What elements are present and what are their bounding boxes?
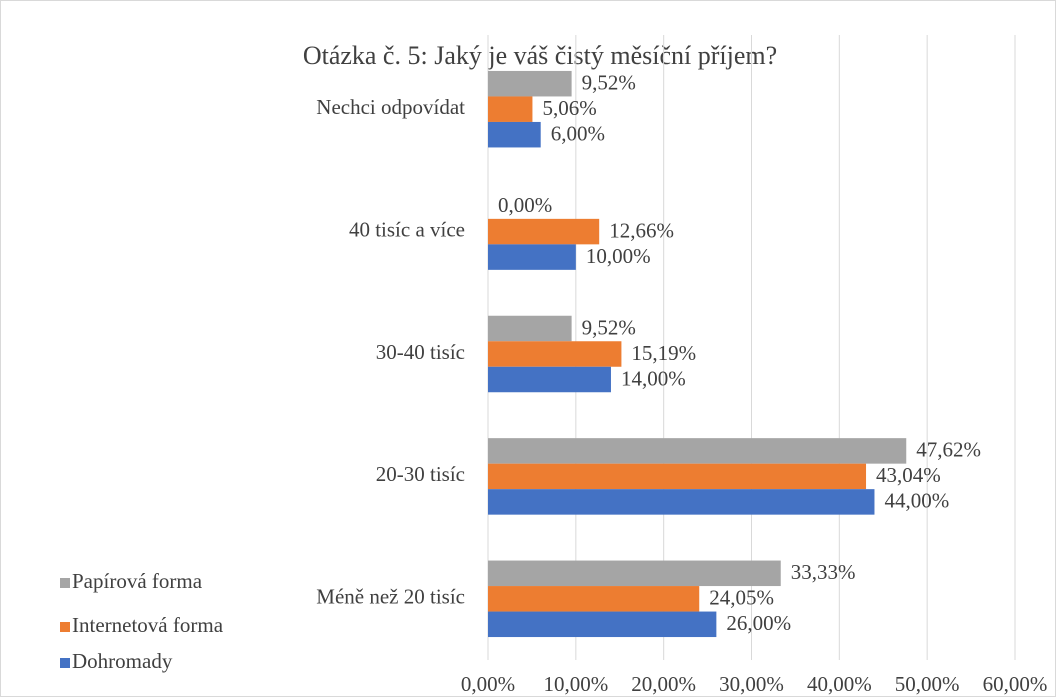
legend-label: Papírová forma [72,569,203,593]
bar [488,96,533,122]
x-tick-label: 20,00% [631,672,696,696]
bar [488,586,700,612]
bar [488,366,611,393]
x-tick-label: 60,00% [983,672,1048,696]
x-tick-label: 30,00% [719,672,784,696]
legend-swatch [60,622,70,632]
value-label: 5,06% [542,96,596,120]
bar [488,341,622,367]
legend-swatch [60,578,70,588]
value-label: 9,52% [582,315,636,339]
bar [488,489,875,515]
bar [488,218,600,245]
value-label: 0,00% [498,193,552,217]
value-label: 10,00% [586,244,651,268]
value-label: 43,04% [876,463,941,487]
bar [488,463,867,490]
value-label: 9,52% [582,71,636,95]
bar [488,70,572,97]
value-label: 15,19% [631,341,696,365]
y-tick-label: 20-30 tisíc [376,462,465,486]
bar [488,315,572,342]
value-label: 24,05% [709,586,774,610]
chart-title: Otázka č. 5: Jaký je váš čistý měsíční p… [303,41,777,70]
value-label: 47,62% [916,438,981,462]
y-tick-label: 40 tisíc a více [349,217,465,241]
y-tick-label: 30-40 tisíc [376,340,465,364]
value-label: 33,33% [791,560,856,584]
value-label: 44,00% [884,489,949,513]
x-tick-label: 10,00% [543,672,608,696]
value-label: 26,00% [726,611,791,635]
legend-label: Internetová forma [72,613,224,637]
bar [488,438,907,464]
bar [488,560,781,587]
value-label: 6,00% [551,122,605,146]
y-tick-label: Nechci odpovídat [316,95,465,119]
bar [488,121,541,148]
value-label: 14,00% [621,366,686,390]
y-tick-label: Méně než 20 tisíc [316,585,465,609]
value-label: 12,66% [609,218,674,242]
legend-swatch [60,658,70,668]
x-tick-label: 40,00% [807,672,872,696]
x-tick-label: 50,00% [895,672,960,696]
x-tick-label: 0,00% [461,672,515,696]
bar [488,244,576,270]
bar [488,611,717,638]
legend-label: Dohromady [72,649,173,673]
